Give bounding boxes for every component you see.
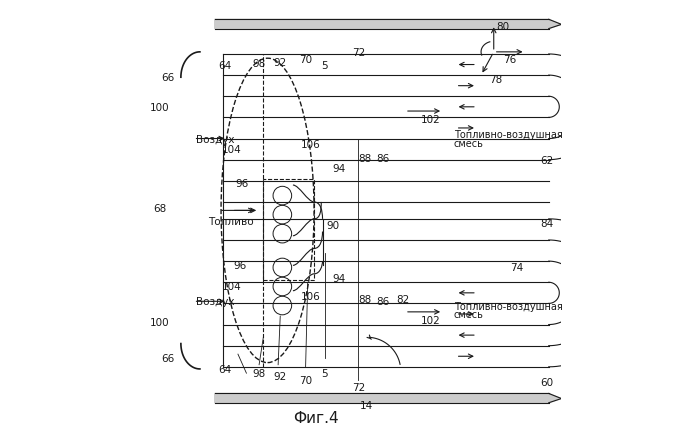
Text: 106: 106 [300,139,320,149]
Text: 72: 72 [352,48,365,58]
Text: Топливно-воздушная: Топливно-воздушная [454,301,562,311]
Text: 72: 72 [352,382,365,392]
Text: 84: 84 [540,219,554,228]
Text: 74: 74 [510,263,524,273]
Bar [263,179,314,280]
Text: 86: 86 [376,153,389,163]
Text: смесь: смесь [454,138,484,148]
Text: 66: 66 [162,73,175,83]
Text: 5: 5 [321,368,328,378]
Text: 5: 5 [321,61,328,71]
Text: 60: 60 [540,377,553,387]
Text: 64: 64 [218,364,232,374]
Text: 62: 62 [540,155,554,165]
Text: 102: 102 [421,115,440,125]
Text: 88: 88 [358,153,372,163]
Text: 76: 76 [503,55,517,65]
Text: 82: 82 [396,294,410,305]
Text: 80: 80 [496,23,510,32]
Text: 94: 94 [332,273,346,283]
Text: 98: 98 [253,59,266,69]
Polygon shape [215,394,561,403]
Text: 64: 64 [218,60,232,70]
Text: 104: 104 [222,282,242,292]
Text: Топливно-воздушная: Топливно-воздушная [454,130,562,140]
Text: 96: 96 [236,178,248,188]
Text: 100: 100 [150,318,169,328]
Text: 94: 94 [332,164,346,174]
Text: 88: 88 [358,294,372,305]
Text: 98: 98 [253,368,266,378]
Text: 104: 104 [222,145,242,155]
Text: 14: 14 [360,400,374,410]
Text: 70: 70 [299,374,312,385]
Text: 86: 86 [376,296,389,307]
Text: Воздух: Воздух [196,134,235,144]
Text: Фиг.4: Фиг.4 [293,410,339,425]
Text: 70: 70 [299,55,312,65]
Text: 78: 78 [489,75,503,85]
Text: 100: 100 [150,103,169,112]
Text: 90: 90 [326,221,340,230]
Text: 96: 96 [234,261,246,271]
Text: 66: 66 [162,354,175,363]
Text: 92: 92 [274,371,287,381]
Text: 106: 106 [300,291,320,301]
Text: 92: 92 [274,58,287,67]
Text: Топливо: Топливо [209,216,254,226]
Polygon shape [215,20,561,29]
Text: 68: 68 [153,204,167,214]
Text: 102: 102 [421,316,440,325]
Text: смесь: смесь [454,309,484,319]
Text: Воздух: Воздух [196,296,235,307]
